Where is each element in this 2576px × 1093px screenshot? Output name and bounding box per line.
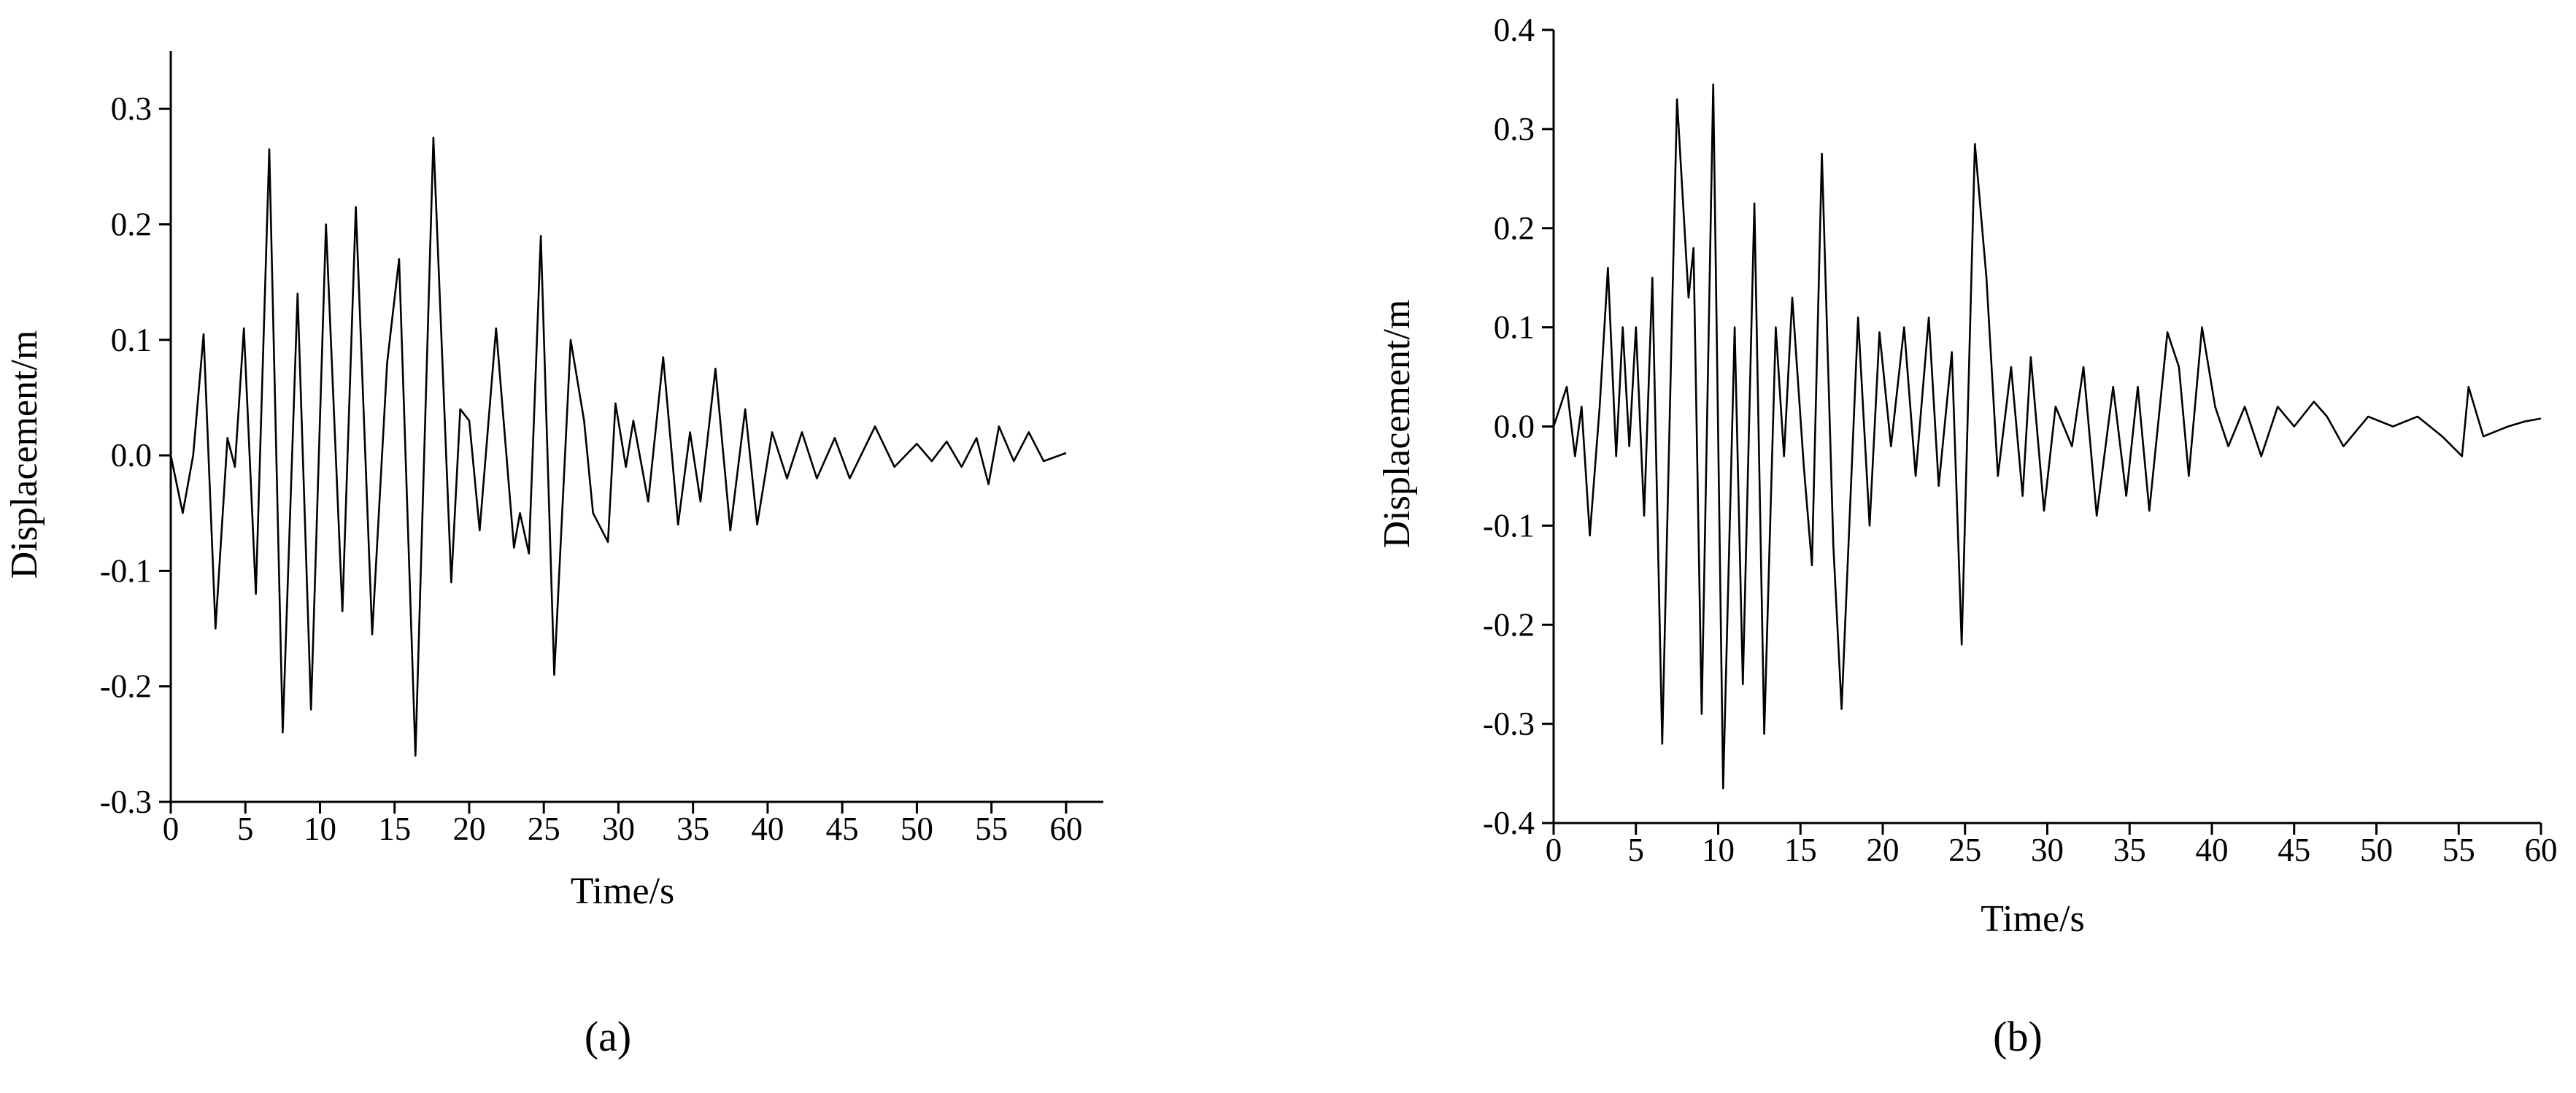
y-tick-label: 0.2 (111, 206, 152, 242)
x-tick-label: 20 (452, 811, 485, 847)
panel-label: (a) (585, 1013, 631, 1060)
y-tick-label: 0.1 (1494, 309, 1535, 346)
x-tick-label: 30 (2031, 832, 2064, 868)
y-tick-label: 0.2 (1494, 210, 1535, 247)
data-line (169, 136, 1067, 757)
x-tick-label: 55 (975, 811, 1008, 847)
x-tick-label: 55 (2442, 832, 2475, 868)
x-tick-label: 40 (2196, 832, 2229, 868)
x-tick-label: 25 (528, 811, 560, 847)
x-tick-label: 60 (1049, 811, 1082, 847)
y-tick-label: -0.1 (100, 552, 152, 589)
x-tick-label: 0 (1546, 832, 1562, 868)
y-tick-label: 0.4 (1494, 12, 1535, 48)
x-axis-label: Time/s (1981, 898, 2085, 940)
x-tick-label: 5 (1628, 832, 1645, 868)
x-axis-label: Time/s (571, 870, 675, 912)
y-tick-label: -0.2 (1483, 606, 1535, 643)
x-tick-label: 45 (826, 811, 859, 847)
x-tick-label: 10 (1702, 832, 1735, 868)
x-tick-label: 25 (1948, 832, 1981, 868)
y-tick-label: 0.1 (111, 322, 152, 358)
x-tick-label: 40 (751, 811, 784, 847)
x-tick-label: 60 (2525, 832, 2558, 868)
x-tick-label: 20 (1867, 832, 1900, 868)
y-tick-label: -0.2 (100, 668, 152, 705)
x-tick-label: 35 (676, 811, 709, 847)
x-tick-label: 5 (237, 811, 254, 847)
data-line (1552, 83, 2542, 789)
x-tick-label: 30 (602, 811, 635, 847)
x-tick-label: 10 (304, 811, 336, 847)
y-tick-label: -0.3 (1483, 706, 1535, 742)
x-tick-label: 50 (901, 811, 933, 847)
x-tick-label: 0 (163, 811, 180, 847)
y-tick-label: 0.0 (111, 437, 152, 474)
y-tick-label: 0.0 (1494, 409, 1535, 445)
x-tick-label: 15 (378, 811, 411, 847)
y-tick-label: -0.4 (1483, 805, 1535, 841)
y-tick-label: -0.1 (1483, 507, 1535, 544)
y-tick-label: -0.3 (100, 784, 152, 820)
panel-label: (b) (1993, 1013, 2043, 1060)
x-tick-label: 15 (1784, 832, 1817, 868)
x-tick-label: 45 (2278, 832, 2310, 868)
y-tick-label: 0.3 (1494, 111, 1535, 147)
y-axis-label: Displacement/m (4, 331, 45, 579)
y-axis-label: Displacement/m (1376, 300, 1418, 549)
y-tick-label: 0.3 (111, 90, 152, 127)
x-tick-label: 50 (2360, 832, 2393, 868)
x-tick-label: 35 (2113, 832, 2146, 868)
